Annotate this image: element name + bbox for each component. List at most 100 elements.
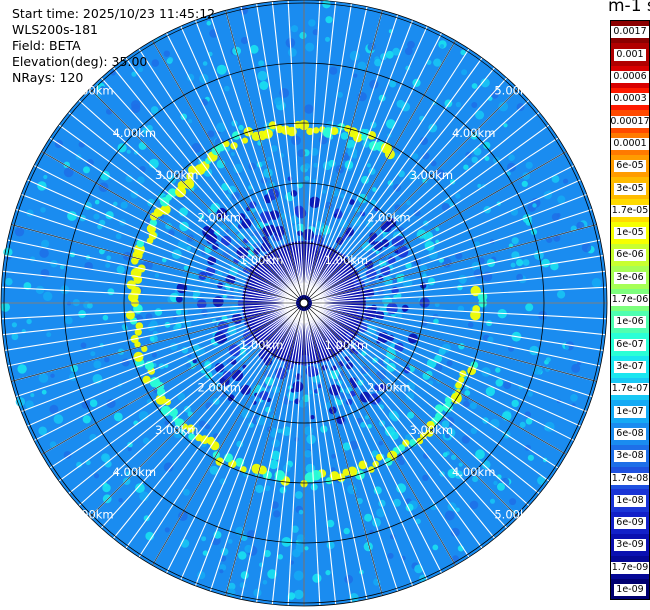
radar-center-marker: [299, 298, 309, 308]
azimuth-gridline: [11, 224, 305, 304]
azimuth-gridline: [303, 302, 567, 455]
colorbar-unit-label: m-1 sr-1: [608, 0, 650, 16]
field-label: Field: BETA: [12, 38, 81, 53]
range-ring: [63, 62, 545, 544]
range-ring-label: 2.00km: [367, 380, 410, 394]
range-ring-label: 4.00km: [452, 465, 495, 479]
colorbar-level: 0.0001: [611, 132, 649, 156]
colorbar-level: 6e-09: [611, 511, 649, 535]
azimuth-gridline: [303, 224, 597, 304]
range-bins: [0, 0, 602, 603]
azimuth-gridline: [41, 302, 305, 455]
azimuth-gridline: [41, 151, 305, 304]
range-ring: [3, 2, 605, 604]
colorbar-tick-label: 6e-06: [614, 249, 646, 262]
range-ring: [243, 242, 365, 364]
colorbar-tick-label: 3e-08: [614, 450, 646, 463]
range-ring-label: 1.00km: [240, 338, 283, 352]
azimuth-gridline: [303, 10, 383, 304]
azimuth-gridline: [89, 88, 305, 304]
azimuth-gridline: [303, 151, 567, 304]
range-ring-label: 2.00km: [197, 380, 240, 394]
range-ring-label: 4.00km: [113, 465, 156, 479]
colorbar-level: 1.7e-05: [611, 199, 649, 223]
azimuth-gridline: [225, 10, 305, 304]
ppi-plot: 1.00km 1.00km 1.00km 1.00km 2.00km 2.00km 2.00…: [0, 0, 608, 607]
range-ring-label: 5.00km: [70, 83, 113, 97]
azimuth-gridline: [11, 302, 305, 382]
range-ring-label: 3.00km: [155, 168, 198, 182]
colorbar-tick-label: 0.0017: [611, 26, 649, 39]
colorbar-tick-label: 3e-06: [614, 271, 646, 284]
colorbar-level: 0.0003: [611, 87, 649, 111]
colorbar-tick-label: 3e-07: [614, 361, 646, 373]
colorbar-level: 3e-05: [611, 177, 649, 200]
colorbar-level: 1.7e-09: [611, 556, 649, 580]
colorbar-level: 1e-09: [611, 578, 649, 599]
colorbar-level: 6e-06: [611, 244, 649, 267]
azimuth-gridline: [152, 302, 305, 566]
colorbar-level: 0.001: [611, 43, 649, 67]
range-ring-label: 3.00km: [410, 168, 453, 182]
colorbar-tick-label: 0.0006: [611, 71, 649, 83]
colorbar-tick-label: 0.00017: [610, 115, 650, 128]
colorbar-level: 1e-07: [611, 400, 649, 424]
start-time-label: Start time: 2025/10/23 11:45:12: [12, 6, 216, 21]
azimuth-gridline: [303, 302, 597, 382]
colorbar-tick-label: 1e-07: [614, 405, 646, 418]
nrays-label: NRays: 120: [12, 70, 84, 85]
colorbar-level: 6e-05: [611, 154, 649, 178]
colorbar-tick-label: 1e-05: [614, 227, 646, 240]
azimuth-gridline: [303, 302, 519, 518]
colorbar-tick-label: 6e-07: [614, 338, 646, 351]
colorbar-tick-label: 1.7e-09: [611, 561, 649, 574]
colorbar-tick-label: 3e-05: [614, 182, 646, 195]
colorbar-level: 0.0006: [611, 65, 649, 89]
colorbar-tick-label: 3e-09: [614, 539, 646, 552]
colorbar-tick-label: 6e-05: [614, 160, 646, 173]
range-ring-label: 5.00km: [70, 508, 113, 522]
azimuth-gridline: [152, 40, 305, 304]
range-ring-label: 5.00km: [494, 83, 537, 97]
colorbar-tick-label: 1.7e-08: [611, 472, 649, 485]
colorbar-level: 6e-07: [611, 333, 649, 357]
instrument-label: WLS200s-181: [12, 22, 98, 37]
colorbar-tick-label: 1e-09: [614, 584, 646, 597]
colorbar-level: 1e-05: [611, 221, 649, 245]
colorbar-level: 6e-08: [611, 422, 649, 446]
colorbar-tick-label: 0.0003: [611, 93, 649, 106]
range-ring-label: 2.00km: [197, 211, 240, 225]
range-ring-label: 4.00km: [452, 126, 495, 140]
colorbar-level: 1.7e-08: [611, 467, 649, 490]
colorbar-level: 3e-08: [611, 444, 649, 468]
colorbar-level: 3e-09: [611, 534, 649, 557]
colorbar-tick-label: 6e-09: [614, 517, 646, 530]
colorbar-level: 0.0017: [611, 21, 649, 44]
range-ring-label: 3.00km: [155, 423, 198, 437]
colorbar-tick-label: 6e-08: [614, 427, 646, 440]
colorbar-tick-label: 1e-06: [614, 316, 646, 329]
colorbar-level: 1e-08: [611, 489, 649, 513]
colorbar-level: 1.7e-06: [611, 288, 649, 312]
elevation-label: Elevation(deg): 35.00: [12, 54, 148, 69]
range-ring-label: 1.00km: [325, 338, 368, 352]
azimuth-gridlines: [1, 0, 607, 606]
azimuth-gridline: [89, 302, 305, 518]
colorbar-tick-label: 0.0001: [611, 137, 649, 150]
colorbar: 0.0017 0.001 0.0006 0.0003 0.00017 0.0001 6e-0…: [610, 20, 650, 600]
range-ring: [183, 182, 425, 424]
azimuth-gridline: [303, 40, 456, 304]
plot-edge: [0, 0, 608, 607]
colorbar-tick-label: 0.001: [614, 48, 646, 61]
azimuth-gridline: [303, 88, 519, 304]
range-ring-label: 1.00km: [325, 253, 368, 267]
range-ring-label: 4.00km: [113, 126, 156, 140]
range-ring-label: 5.00km: [494, 508, 537, 522]
colorbar-tick-label: 1.7e-07: [611, 383, 649, 396]
colorbar-tick-label: 1.7e-06: [611, 294, 649, 307]
colorbar-level: 3e-06: [611, 266, 649, 290]
colorbar-level: 1e-06: [611, 311, 649, 334]
colorbar-level: 1.7e-07: [611, 377, 649, 401]
azimuth-gridline: [225, 302, 305, 596]
